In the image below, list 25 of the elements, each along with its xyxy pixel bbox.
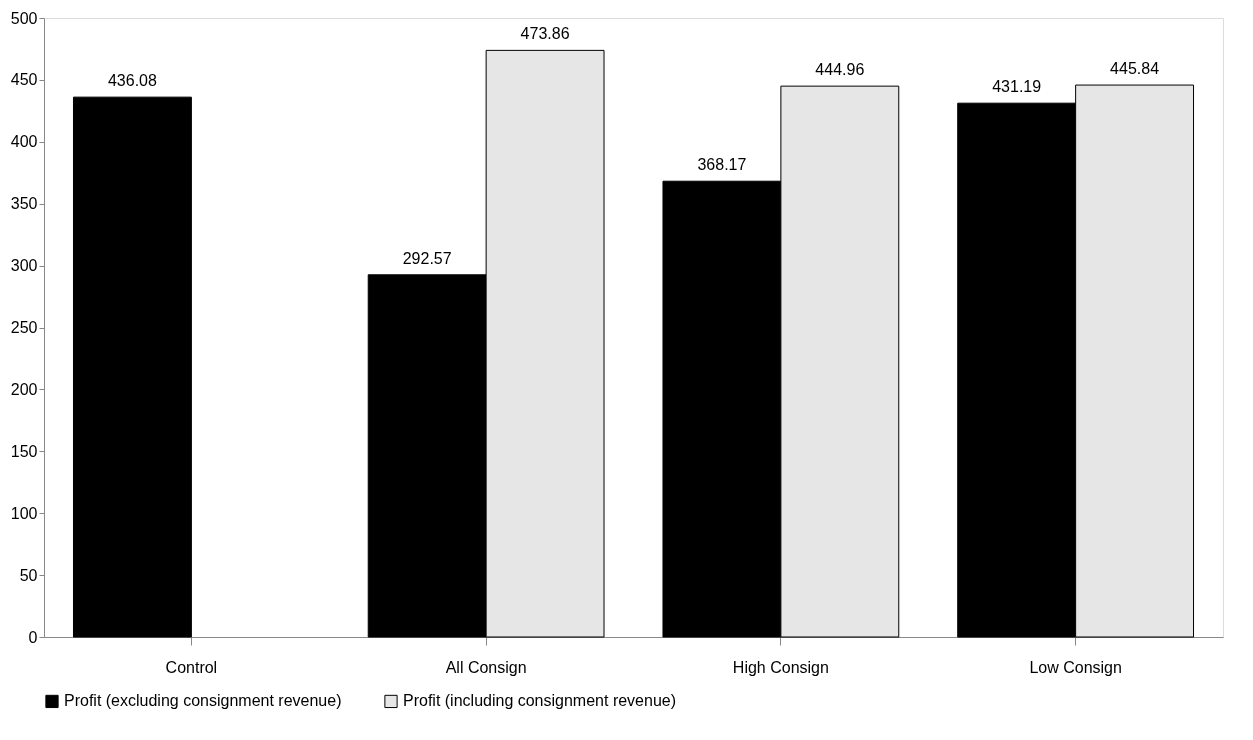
y-tick-label: 100	[10, 504, 38, 522]
x-tick-label: Control	[165, 658, 218, 676]
x-tick-label: Low Consign	[1029, 658, 1122, 676]
data-label: 431.19	[992, 78, 1042, 96]
y-tick-label: 450	[10, 71, 38, 89]
y-tick-label: 500	[10, 9, 38, 27]
bar	[72, 96, 192, 638]
y-tick-label: 0	[28, 628, 38, 646]
data-label: 436.08	[107, 72, 157, 90]
data-label: 473.86	[520, 25, 570, 43]
y-tick-label: 300	[10, 257, 38, 275]
y-tick-label: 200	[10, 380, 38, 398]
data-label: 292.57	[402, 249, 452, 267]
y-tick-label: 250	[10, 319, 38, 336]
data-label: 368.17	[697, 156, 747, 174]
y-tick-label: 150	[10, 442, 38, 460]
y-tick-label: 50	[19, 566, 38, 584]
y-tick-label: 350	[10, 195, 38, 213]
data-label: 444.96	[815, 61, 865, 79]
x-tick-label: High Consign	[732, 658, 829, 676]
data-label: 445.84	[1110, 60, 1160, 78]
legend-label: Profit (excluding consignment revenue)	[64, 692, 342, 710]
x-tick-label: All Consign	[445, 658, 527, 676]
y-tick-label: 400	[10, 133, 38, 151]
legend-label: Profit (including consignment revenue)	[403, 692, 677, 710]
